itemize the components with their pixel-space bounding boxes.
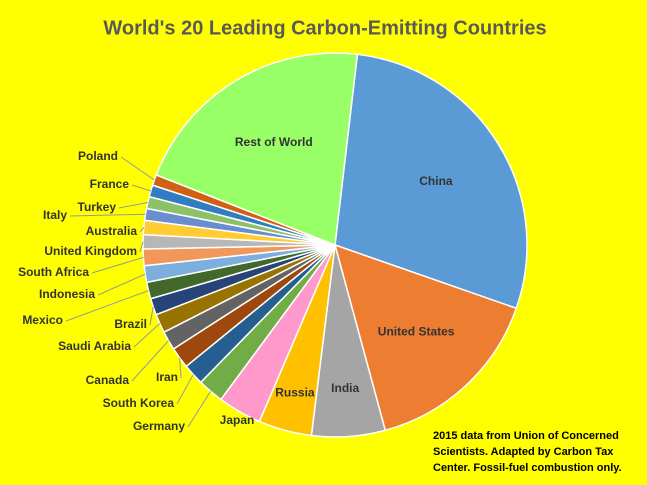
slice-label: Iran (156, 370, 178, 384)
slice-label: China (419, 174, 453, 188)
slice-label: Brazil (114, 317, 147, 331)
leader-line (69, 213, 146, 217)
leader-line (149, 306, 154, 326)
slice-label: Canada (86, 373, 130, 387)
slice-label: Mexico (22, 313, 63, 327)
leader-line (91, 256, 144, 274)
pie-slice (334, 53, 528, 310)
slice-label: Italy (43, 208, 67, 222)
leader-line (131, 184, 151, 192)
slice-label: Russia (275, 385, 315, 399)
slice-label: Germany (133, 419, 185, 433)
leader-line (179, 357, 182, 379)
note: Scientists. Adapted by Carbon Tax (433, 446, 614, 458)
pie-slice (155, 52, 359, 247)
slice-label: United Kingdom (44, 244, 137, 258)
leader-line (65, 290, 149, 322)
slice-label: United States (378, 324, 455, 338)
slice-label: Japan (220, 413, 255, 427)
leader-line (176, 374, 194, 405)
note: Center. Fossil-fuel combustion only. (433, 462, 622, 474)
note: 2015 data from Union of Concerned (433, 430, 619, 442)
leader-line (97, 273, 146, 296)
slice-label: Poland (78, 149, 118, 163)
leader-line (187, 390, 211, 428)
leader-line (131, 340, 169, 382)
slice-label: Indonesia (39, 287, 95, 301)
slice-label: India (331, 381, 359, 395)
slice-label: Rest of World (235, 135, 313, 149)
slice-label: South Korea (103, 396, 175, 410)
chart-title: World's 20 Leading Carbon-Emitting Count… (103, 17, 546, 39)
leader-line (133, 323, 161, 348)
slice-label: Australia (86, 224, 138, 238)
slice-label: France (90, 177, 130, 191)
leader-line (139, 241, 144, 253)
leader-line (120, 156, 155, 181)
slice-label: South Africa (18, 265, 89, 279)
leader-line (118, 201, 148, 209)
pie-slice (333, 243, 518, 432)
slice-label: Turkey (78, 200, 117, 214)
leader-line (139, 227, 145, 233)
slice-label: Saudi Arabia (58, 339, 131, 353)
